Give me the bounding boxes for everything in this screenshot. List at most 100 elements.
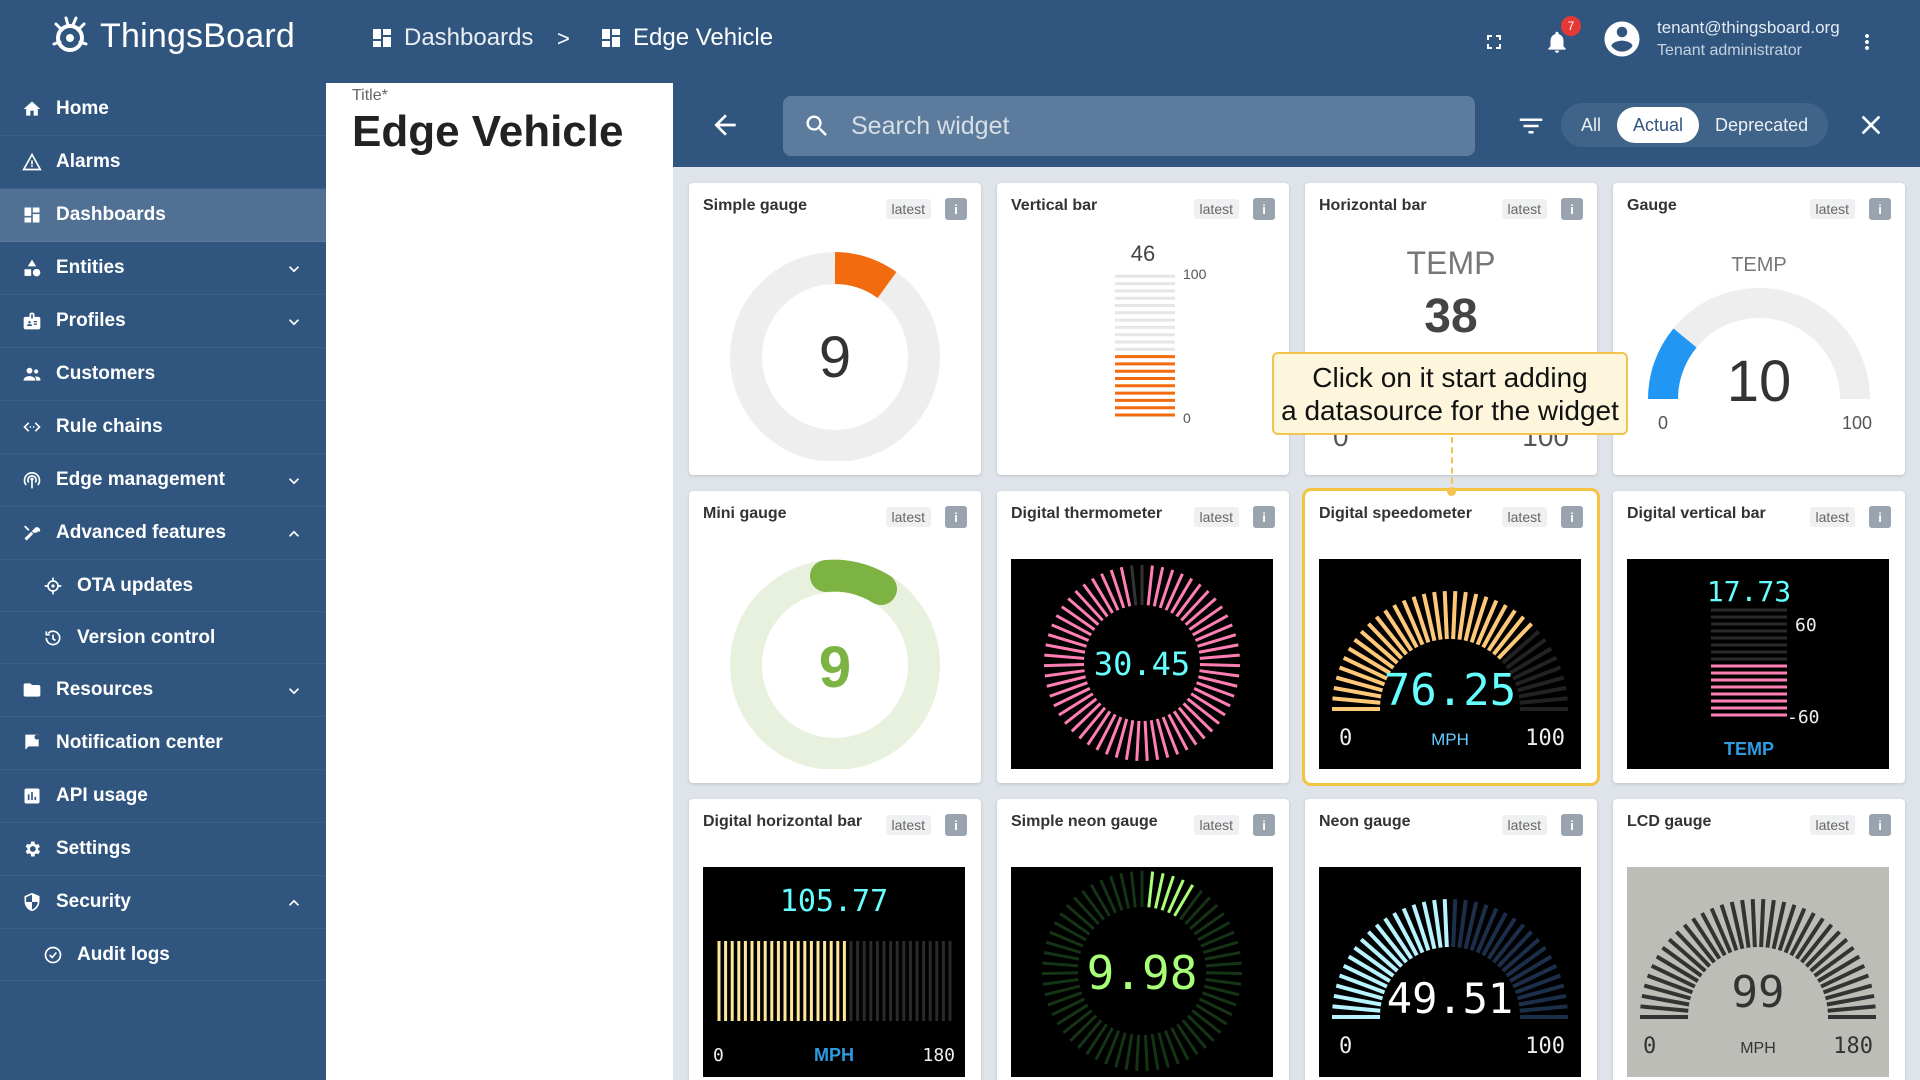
more-menu-button[interactable] (1849, 24, 1885, 60)
logo[interactable]: ThingsBoard (48, 14, 295, 58)
gauge-tick (1641, 993, 1690, 1007)
gauge-tick (1505, 946, 1547, 978)
info-icon[interactable]: i (1253, 814, 1275, 836)
gauge-tick (1060, 605, 1096, 631)
gauge-tick (1646, 973, 1694, 995)
title-field[interactable]: Edge Vehicle (352, 107, 624, 156)
gauge-tick (1789, 912, 1816, 957)
info-icon[interactable]: i (945, 198, 967, 220)
widget-preview: 99 MPH 0 180 (1627, 867, 1889, 1077)
info-icon[interactable]: i (1561, 814, 1583, 836)
gauge-tick (1700, 912, 1727, 957)
sidebar-item-notification-center[interactable]: Notification center (0, 717, 326, 770)
gauge-tick (1178, 889, 1203, 921)
widget-type-badge: latest (1809, 815, 1855, 835)
gauge-tick (1826, 993, 1875, 1007)
widget-card-neon-gauge[interactable]: Neon gauge latest i 49.51 0 100 (1305, 799, 1597, 1080)
widget-card-simple-gauge[interactable]: Simple gauge latest i 9 (689, 183, 981, 475)
gauge-tick (1332, 696, 1381, 705)
widget-type-badge: latest (1193, 815, 1239, 835)
gauge-tick (1069, 1014, 1098, 1042)
sidebar-item-entities[interactable]: Entities (0, 242, 326, 295)
info-icon[interactable]: i (1869, 506, 1891, 528)
info-icon[interactable]: i (945, 814, 967, 836)
gauge-tick (1074, 589, 1104, 622)
gauge-tick (1109, 875, 1124, 911)
widget-card-digital-speedometer[interactable]: Digital speedometer latest i 76.25 MPH 0… (1302, 488, 1600, 786)
sidebar-item-alarms[interactable]: Alarms (0, 136, 326, 189)
sidebar-item-resources[interactable]: Resources (0, 664, 326, 717)
gauge-tick (1675, 930, 1712, 968)
widget-preview: 105.77 0 MPH 180 (703, 867, 965, 1077)
info-icon[interactable]: i (1561, 198, 1583, 220)
gauge-tick (1342, 963, 1388, 989)
widget-card-digital-thermometer[interactable]: Digital thermometer latest i 30.45 (997, 491, 1289, 783)
gauge-tick (1813, 946, 1855, 978)
widget-type-badge: latest (1809, 507, 1855, 527)
gauge-tick (1065, 904, 1095, 930)
sidebar-item-dashboards[interactable]: Dashboards (0, 189, 326, 242)
widget-type-badge: latest (1193, 199, 1239, 219)
widget-card-digital-horizontal-bar[interactable]: Digital horizontal bar latest i 105.77 0… (689, 799, 981, 1080)
widget-card-vertical-bar[interactable]: Vertical bar latest i 46 100 0 (997, 183, 1289, 475)
breadcrumb-dashboards[interactable]: Dashboards (370, 24, 533, 52)
sidebar-item-advanced-features[interactable]: Advanced features (0, 507, 326, 560)
close-button[interactable] (1855, 109, 1887, 141)
sidebar-item-ota-updates[interactable]: OTA updates (0, 560, 326, 612)
search-input[interactable] (851, 111, 1451, 141)
sidebar-item-security[interactable]: Security (0, 876, 326, 929)
sidebar-item-settings[interactable]: Settings (0, 823, 326, 876)
gauge-tick (1514, 973, 1562, 995)
notifications-button[interactable] (1539, 24, 1575, 60)
sidebar-item-audit-logs[interactable]: Audit logs (0, 929, 326, 981)
search-box[interactable] (783, 96, 1475, 156)
filter-button[interactable] (1516, 111, 1546, 141)
gauge-tick (1655, 954, 1699, 983)
filter-actual-button[interactable]: Actual (1617, 107, 1700, 143)
gauge-tick (1119, 566, 1132, 607)
gauge-tick (1192, 614, 1229, 637)
info-icon[interactable]: i (1253, 506, 1275, 528)
tools-icon (22, 523, 42, 543)
widget-card-digital-vertical-bar[interactable]: Digital vertical bar latest i 17.73 60 -… (1613, 491, 1905, 783)
gauge-tick (1383, 609, 1414, 652)
dashboard-icon (602, 29, 620, 47)
gauge-tick (1119, 872, 1130, 909)
sidebar-item-profiles[interactable]: Profiles (0, 295, 326, 348)
gauge-tick (1044, 669, 1085, 678)
gauge-tick (1150, 1033, 1160, 1070)
widget-card-mini-gauge[interactable]: Mini gauge latest i 9 (689, 491, 981, 783)
sidebar-item-label: Security (56, 891, 131, 912)
sidebar-item-version-control[interactable]: Version control (0, 612, 326, 664)
gauge-tick (1172, 710, 1198, 746)
breadcrumb-edge-vehicle[interactable]: Edge Vehicle (599, 24, 773, 52)
sidebar-item-label: Customers (56, 363, 156, 384)
filter-all-button[interactable]: All (1581, 114, 1602, 135)
filter-deprecated-button[interactable]: Deprecated (1715, 114, 1809, 135)
gauge-tick (1109, 569, 1126, 609)
back-button[interactable] (709, 109, 741, 141)
info-icon[interactable]: i (1561, 506, 1583, 528)
info-icon[interactable]: i (1869, 814, 1891, 836)
gauge-tick (1817, 954, 1861, 983)
speedo-value: 76.25 (1384, 665, 1516, 716)
gauge-tick (1182, 702, 1214, 733)
gauge-tick (1053, 921, 1087, 942)
widget-card-simple-neon-gauge[interactable]: Simple neon gauge latest i 9.98 (997, 799, 1289, 1080)
info-icon[interactable]: i (1253, 198, 1275, 220)
widget-title: LCD gauge (1627, 813, 1712, 830)
gauge-tick (1367, 930, 1404, 968)
widget-card-lcd-gauge[interactable]: LCD gauge latest i 99 MPH 0 180 (1613, 799, 1905, 1080)
gauge-tick (1082, 583, 1109, 618)
info-icon[interactable]: i (1869, 198, 1891, 220)
widget-card-gauge[interactable]: Gauge latest i TEMP 10 0 100 (1613, 183, 1905, 475)
sidebar-item-edge-management[interactable]: Edge management (0, 454, 326, 507)
fullscreen-button[interactable] (1476, 24, 1512, 60)
user-menu[interactable]: tenant@thingsboard.org Tenant administra… (1601, 18, 1840, 60)
info-icon[interactable]: i (945, 506, 967, 528)
sidebar-item-customers[interactable]: Customers (0, 348, 326, 401)
gauge-tick (1189, 904, 1219, 930)
sidebar-item-api-usage[interactable]: API usage (0, 770, 326, 823)
sidebar-item-home[interactable]: Home (0, 83, 326, 136)
sidebar-item-rule-chains[interactable]: Rule chains (0, 401, 326, 454)
